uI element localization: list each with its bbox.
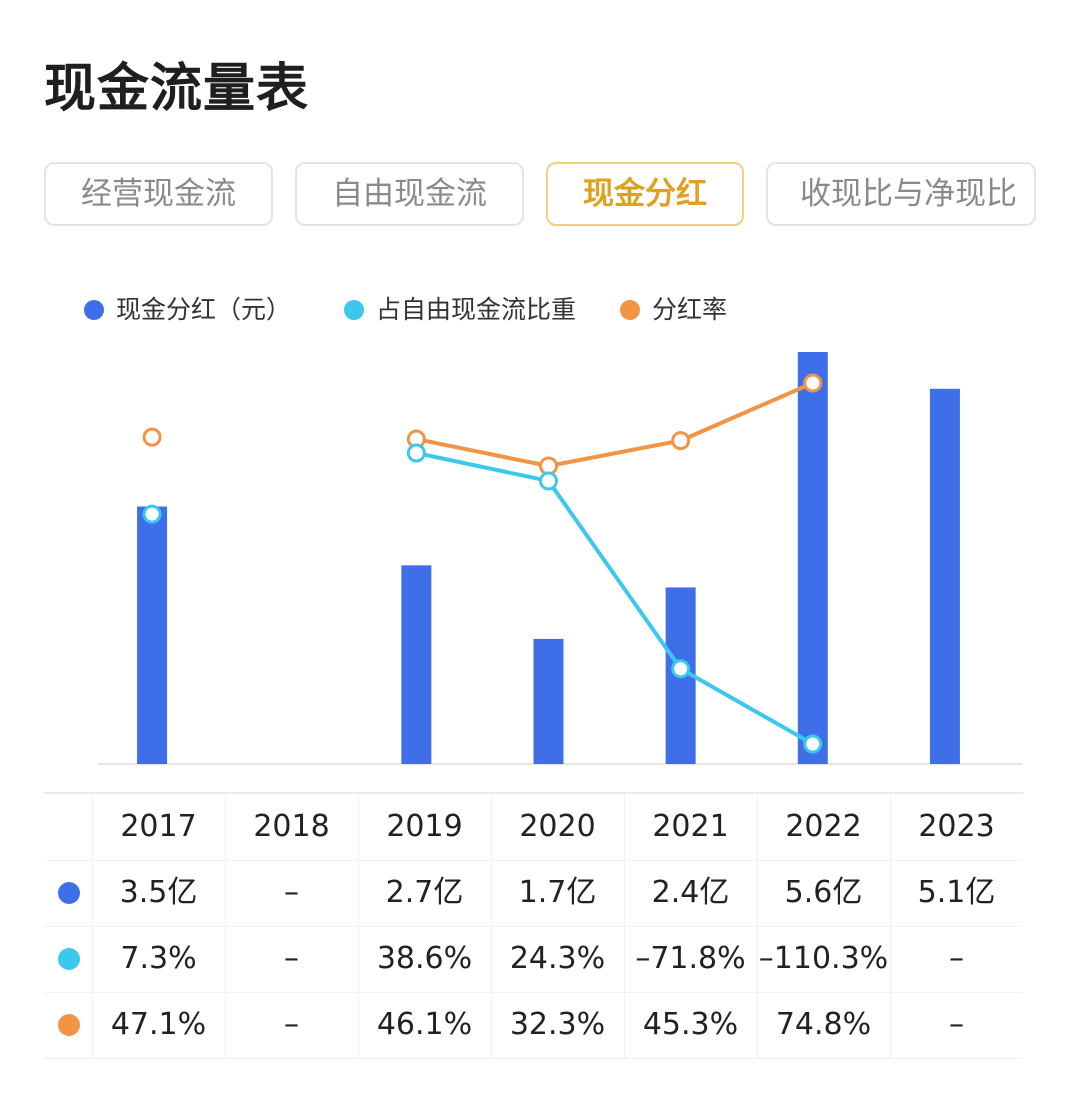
table-cell: 74.8% [775, 1007, 872, 1042]
tab-operating-cash-flow[interactable]: 经营现金流 [44, 162, 273, 226]
table-divider [225, 794, 226, 1060]
table-header-2018: 2018 [253, 809, 330, 844]
table-cell: 3.5亿 [119, 875, 198, 910]
table-cell: – [949, 1007, 964, 1042]
fcf-share-line [415, 451, 814, 746]
table-header-2020: 2020 [519, 809, 596, 844]
table-cell: 1.7亿 [518, 875, 597, 910]
table-row-dot-dividend [58, 882, 80, 904]
table-cell: 7.3% [120, 941, 197, 976]
bar-dividend-2017 [137, 506, 168, 764]
table-cell: 45.3% [642, 1007, 739, 1042]
legend-dot-dividend [84, 299, 104, 320]
table-header-2023: 2023 [918, 809, 995, 844]
payout-point-2022 [803, 373, 823, 393]
legend-dot-fcf-share [344, 299, 364, 320]
page-title: 现金流量表 [44, 59, 310, 119]
table-cell: 47.1% [110, 1007, 207, 1042]
bar-dividend-2020 [533, 638, 564, 764]
fcf-share-point-2020 [539, 471, 558, 491]
fcf-share-point-2022 [803, 734, 823, 754]
table-cell: 2.4亿 [651, 875, 730, 910]
legend-item-fcf-share[interactable]: 占自由现金流比重 [344, 290, 576, 330]
fcf-share-point-2021 [671, 659, 691, 679]
table-row-divider [44, 1058, 1023, 1059]
table-header-2019: 2019 [386, 809, 463, 844]
legend-label-dividend: 现金分红（元） [116, 295, 292, 324]
table-cell: 2.7亿 [385, 875, 464, 910]
table-cell: 5.1亿 [917, 875, 996, 910]
chart-plot-area [98, 352, 1023, 765]
table-cell: – [284, 941, 299, 976]
table-header-2021: 2021 [652, 809, 729, 844]
legend-label-fcf-share: 占自由现金流比重 [376, 295, 577, 324]
payout-point-2017 [142, 427, 162, 447]
legend-label-payout: 分红率 [652, 295, 728, 324]
table-cell: –71.8% [635, 941, 746, 976]
table-row-divider [44, 992, 1023, 993]
tab-cash-ratio[interactable]: 收现比与净现比 [766, 162, 1036, 226]
table-cell: –110.3% [758, 941, 889, 976]
bar-dividend-2019 [401, 565, 432, 764]
table-divider [890, 794, 891, 1060]
fcf-share-point-2017 [142, 504, 162, 524]
table-header-2022: 2022 [785, 809, 862, 844]
table-divider [624, 794, 625, 1060]
data-table: 2017 2018 2019 2020 2021 2022 2023 3.5亿 – 2.7亿 1.7… [44, 792, 1023, 1060]
table-cell: – [284, 875, 299, 910]
tab-free-cash-flow[interactable]: 自由现金流 [295, 162, 524, 226]
table-cell: – [949, 941, 964, 976]
table-divider [358, 794, 359, 1060]
bar-dividend-2022 [797, 352, 828, 764]
legend-dot-payout [620, 299, 640, 320]
table-divider [491, 794, 492, 1060]
table-cell: 38.6% [376, 941, 473, 976]
table-divider [757, 794, 758, 1060]
table-header-2017: 2017 [120, 809, 197, 844]
table-cell: 24.3% [509, 941, 606, 976]
table-row-divider [44, 926, 1023, 927]
table-cell: 5.6亿 [784, 875, 863, 910]
bar-dividend-2023 [929, 388, 960, 764]
tab-cash-dividend[interactable]: 现金分红 [546, 162, 744, 226]
table-row-dot-fcf_share [58, 948, 80, 970]
legend-item-payout[interactable]: 分红率 [620, 290, 727, 330]
fcf-share-point-2019 [406, 443, 426, 463]
payout-line [415, 381, 814, 468]
tab-bar: 经营现金流 自由现金流 现金分红 收现比与净现比 [44, 162, 1067, 228]
table-cell: 32.3% [509, 1007, 606, 1042]
legend-item-dividend[interactable]: 现金分红（元） [84, 290, 291, 330]
payout-point-2021 [671, 431, 691, 451]
table-cell: 46.1% [376, 1007, 473, 1042]
table-row-divider [44, 860, 1023, 861]
table-divider [92, 794, 93, 1060]
table-cell: – [284, 1007, 299, 1042]
table-row-dot-payout [58, 1014, 80, 1036]
